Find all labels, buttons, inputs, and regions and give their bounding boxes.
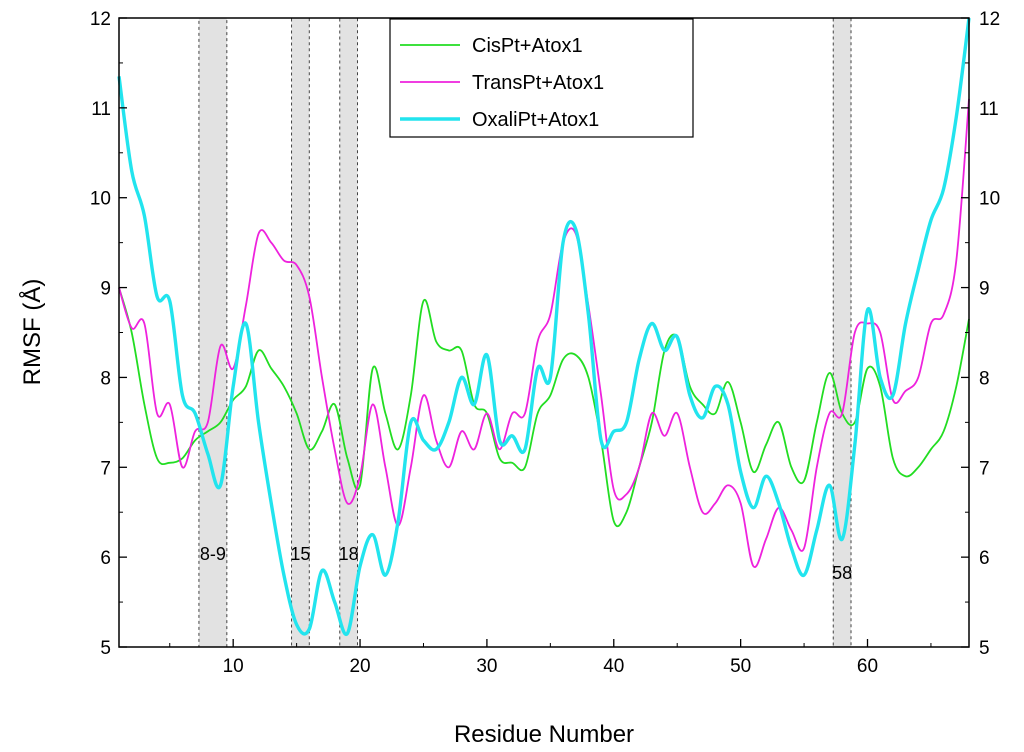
y-tick-label-right: 12 [979, 9, 1000, 30]
y-tick-label-left: 5 [100, 638, 111, 659]
y-tick-label-left: 11 [91, 99, 111, 120]
y-tick-label-right: 9 [979, 279, 990, 300]
x-tick-label: 30 [476, 656, 497, 677]
y-tick-label-right: 8 [979, 368, 990, 389]
series-line-cispt-atox1 [118, 287, 970, 528]
y-axis-title: RMSF (Å) [18, 279, 46, 386]
legend-label-1: TransPt+Atox1 [472, 72, 604, 94]
y-tick-label-right: 6 [979, 548, 990, 569]
y-tick-label-left: 6 [100, 548, 111, 569]
y-tick-label-right: 7 [979, 458, 990, 479]
y-tick-label-right: 10 [979, 189, 1000, 210]
y-tick-label-left: 7 [100, 458, 111, 479]
x-tick-label: 50 [730, 656, 751, 677]
highlight-region-0 [198, 17, 228, 648]
y-tick-label-left: 8 [100, 368, 111, 389]
series-line-oxalipt-atox1 [117, 17, 971, 637]
region-label-1: 15 [290, 544, 310, 564]
x-tick-label: 10 [223, 656, 244, 677]
y-tick-label-left: 10 [90, 189, 111, 210]
legend: CisPt+Atox1 TransPt+Atox1 OxaliPt+Atox1 [389, 18, 694, 138]
y-tick-label-right: 11 [979, 99, 999, 120]
x-tick-label: 60 [857, 656, 878, 677]
region-label-2: 18 [339, 544, 359, 564]
region-labels: 8-9 15 18 58 [200, 544, 852, 583]
y-tick-label-left: 12 [90, 9, 111, 30]
region-label-0: 8-9 [200, 544, 226, 564]
legend-label-0: CisPt+Atox1 [472, 35, 583, 57]
x-tick-label: 20 [349, 656, 370, 677]
region-label-3: 58 [832, 563, 852, 583]
axis-ticks: 10 20 30 40 50 60 5 5 6 6 7 7 8 8 9 9 10 10 11 11 12 12 [90, 9, 1000, 677]
series-line-transpt-atox1 [118, 98, 970, 568]
series-lines [117, 17, 971, 637]
legend-label-2: OxaliPt+Atox1 [472, 109, 599, 131]
highlight-region-3 [832, 17, 852, 648]
x-tick-label: 40 [603, 656, 624, 677]
y-tick-label-left: 9 [100, 279, 111, 300]
x-axis-title: Residue Number [454, 721, 634, 748]
y-tick-label-right: 5 [979, 638, 990, 659]
